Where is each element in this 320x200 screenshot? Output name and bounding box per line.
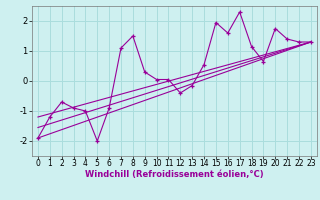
X-axis label: Windchill (Refroidissement éolien,°C): Windchill (Refroidissement éolien,°C): [85, 170, 264, 179]
